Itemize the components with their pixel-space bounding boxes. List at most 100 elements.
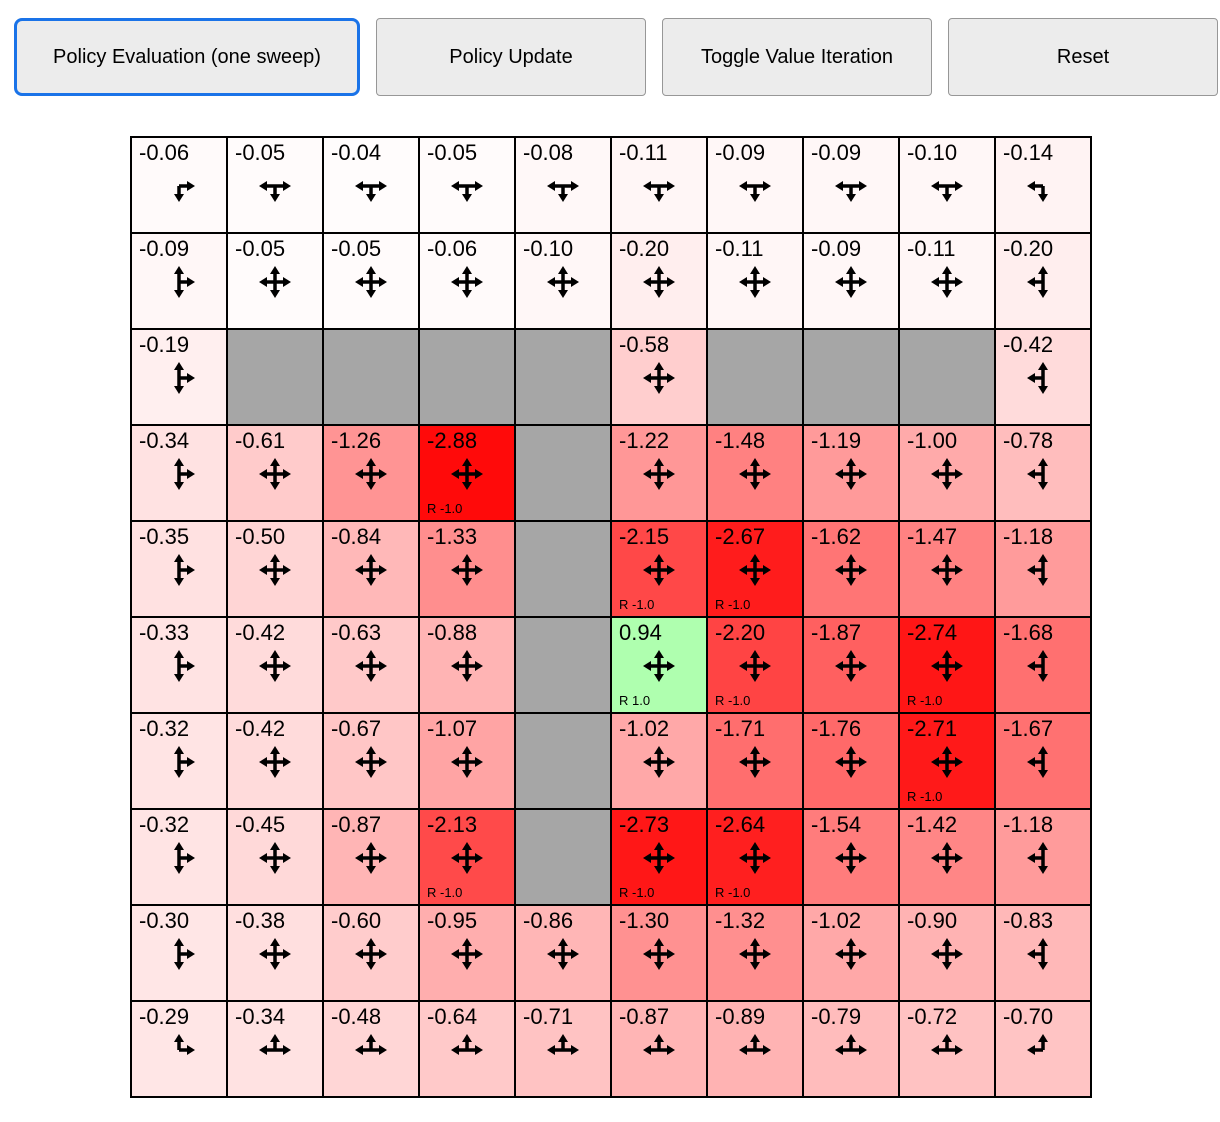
grid-cell[interactable]: -0.32 [131, 713, 227, 809]
grid-cell[interactable]: -2.13 R -1.0 [419, 809, 515, 905]
reset-button[interactable]: Reset [948, 18, 1218, 96]
grid-cell[interactable]: -1.47 [899, 521, 995, 617]
policy-evaluation-button[interactable]: Policy Evaluation (one sweep) [14, 18, 360, 96]
grid-cell[interactable]: -0.95 [419, 905, 515, 1001]
grid-cell[interactable]: -2.74 R -1.0 [899, 617, 995, 713]
grid-cell[interactable]: -0.58 [611, 329, 707, 425]
grid-cell[interactable]: -2.64 R -1.0 [707, 809, 803, 905]
grid-cell[interactable]: -1.00 [899, 425, 995, 521]
grid-cell[interactable]: -1.18 [995, 809, 1091, 905]
grid-cell[interactable]: -1.02 [803, 905, 899, 1001]
grid-cell[interactable]: -1.32 [707, 905, 803, 1001]
grid-cell[interactable]: -2.73 R -1.0 [611, 809, 707, 905]
grid-cell[interactable]: -1.19 [803, 425, 899, 521]
grid-cell[interactable]: -0.29 [131, 1001, 227, 1097]
grid-cell[interactable]: -0.60 [323, 905, 419, 1001]
grid-cell[interactable]: -0.06 [419, 233, 515, 329]
grid-cell[interactable]: -0.34 [227, 1001, 323, 1097]
grid-cell[interactable]: -0.20 [611, 233, 707, 329]
grid-cell[interactable]: -0.05 [227, 137, 323, 233]
policy-arrows-icon [259, 938, 291, 970]
grid-cell[interactable]: -1.71 [707, 713, 803, 809]
grid-cell[interactable]: -1.33 [419, 521, 515, 617]
grid-cell[interactable]: -0.34 [131, 425, 227, 521]
grid-cell[interactable]: -0.64 [419, 1001, 515, 1097]
wall-cell [515, 521, 611, 617]
grid-cell[interactable]: -0.87 [611, 1001, 707, 1097]
grid-cell[interactable]: -0.30 [131, 905, 227, 1001]
grid-cell[interactable]: -0.48 [323, 1001, 419, 1097]
grid-cell[interactable]: -0.35 [131, 521, 227, 617]
grid-cell[interactable]: -0.05 [419, 137, 515, 233]
grid-cell[interactable]: -2.20 R -1.0 [707, 617, 803, 713]
grid-cell[interactable]: -1.54 [803, 809, 899, 905]
grid-cell[interactable]: -0.42 [227, 713, 323, 809]
grid-cell[interactable]: -0.11 [899, 233, 995, 329]
cell-value: -0.50 [235, 524, 286, 549]
grid-cell[interactable]: -0.84 [323, 521, 419, 617]
grid-cell[interactable]: -0.42 [995, 329, 1091, 425]
grid-cell[interactable]: -0.78 [995, 425, 1091, 521]
grid-cell[interactable]: -0.90 [899, 905, 995, 1001]
grid-cell[interactable]: -0.05 [227, 233, 323, 329]
grid-cell[interactable]: -1.30 [611, 905, 707, 1001]
grid-cell[interactable]: -0.45 [227, 809, 323, 905]
grid-cell[interactable]: -0.70 [995, 1001, 1091, 1097]
policy-update-button[interactable]: Policy Update [376, 18, 646, 96]
grid-cell[interactable]: -1.26 [323, 425, 419, 521]
grid-cell[interactable]: -0.11 [707, 233, 803, 329]
grid-cell[interactable]: -0.04 [323, 137, 419, 233]
grid-cell[interactable]: -0.09 [707, 137, 803, 233]
grid-cell[interactable]: -0.89 [707, 1001, 803, 1097]
grid-cell[interactable]: -1.48 [707, 425, 803, 521]
grid-cell[interactable]: -0.50 [227, 521, 323, 617]
grid-cell[interactable]: -2.71 R -1.0 [899, 713, 995, 809]
grid-cell[interactable]: -0.71 [515, 1001, 611, 1097]
grid-cell[interactable]: -0.05 [323, 233, 419, 329]
grid-cell[interactable]: -1.22 [611, 425, 707, 521]
grid-cell[interactable]: -2.88 R -1.0 [419, 425, 515, 521]
grid-cell[interactable]: -0.09 [131, 233, 227, 329]
grid-cell[interactable]: -0.10 [899, 137, 995, 233]
grid-cell[interactable]: -0.19 [131, 329, 227, 425]
cell-value: -0.05 [235, 140, 286, 165]
grid-cell[interactable]: -0.38 [227, 905, 323, 1001]
grid-cell[interactable]: -1.18 [995, 521, 1091, 617]
grid-cell[interactable]: -0.09 [803, 137, 899, 233]
grid-cell[interactable]: -1.68 [995, 617, 1091, 713]
grid-cell[interactable]: -1.42 [899, 809, 995, 905]
grid-cell[interactable]: -2.67 R -1.0 [707, 521, 803, 617]
grid-cell[interactable]: 0.94 R 1.0 [611, 617, 707, 713]
grid-cell[interactable]: -0.32 [131, 809, 227, 905]
grid-cell[interactable]: -0.86 [515, 905, 611, 1001]
grid-cell[interactable]: -0.63 [323, 617, 419, 713]
grid-cell[interactable]: -1.62 [803, 521, 899, 617]
grid-cell[interactable]: -0.72 [899, 1001, 995, 1097]
grid-cell[interactable]: -0.10 [515, 233, 611, 329]
grid-cell[interactable]: -1.76 [803, 713, 899, 809]
grid-cell[interactable]: -0.33 [131, 617, 227, 713]
grid-cell[interactable]: -0.42 [227, 617, 323, 713]
grid-cell[interactable]: -0.14 [995, 137, 1091, 233]
grid-cell[interactable]: -1.67 [995, 713, 1091, 809]
grid-cell[interactable]: -0.87 [323, 809, 419, 905]
grid-cell[interactable]: -2.15 R -1.0 [611, 521, 707, 617]
grid-cell[interactable]: -0.83 [995, 905, 1091, 1001]
grid-cell[interactable]: -0.11 [611, 137, 707, 233]
grid-cell[interactable]: -1.02 [611, 713, 707, 809]
grid-cell[interactable]: -0.06 [131, 137, 227, 233]
grid-cell[interactable]: -0.20 [995, 233, 1091, 329]
wall-cell [899, 329, 995, 425]
grid-cell[interactable]: -1.07 [419, 713, 515, 809]
grid-cell[interactable]: -0.79 [803, 1001, 899, 1097]
toggle-value-iteration-button[interactable]: Toggle Value Iteration [662, 18, 932, 96]
cell-value: -1.87 [811, 620, 862, 645]
grid-cell[interactable]: -0.88 [419, 617, 515, 713]
grid-cell[interactable]: -0.08 [515, 137, 611, 233]
policy-arrows-icon [355, 181, 387, 202]
grid-cell[interactable]: -0.09 [803, 233, 899, 329]
policy-arrows-icon [259, 650, 291, 682]
grid-cell[interactable]: -1.87 [803, 617, 899, 713]
grid-cell[interactable]: -0.67 [323, 713, 419, 809]
grid-cell[interactable]: -0.61 [227, 425, 323, 521]
